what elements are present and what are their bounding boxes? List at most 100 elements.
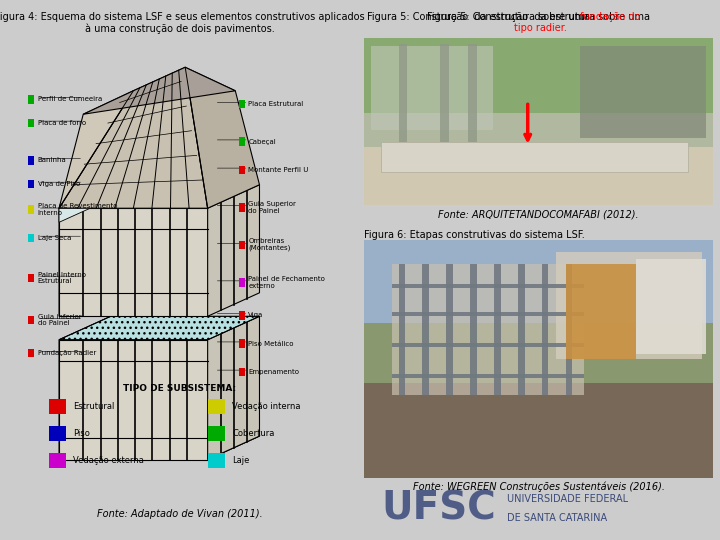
Bar <box>636 259 706 354</box>
Bar <box>239 340 245 348</box>
Bar <box>364 113 713 146</box>
Text: Figura 5: Construção  da estrutura sobre uma: Figura 5: Construção da estrutura sobre … <box>367 12 593 23</box>
Bar <box>49 426 66 441</box>
Bar <box>392 264 584 395</box>
Text: Piso Metálico: Piso Metálico <box>248 341 294 347</box>
Bar <box>469 44 477 141</box>
Text: Placa de Revestimento
Interno: Placa de Revestimento Interno <box>37 204 117 216</box>
Bar <box>364 38 713 122</box>
Bar <box>28 95 34 104</box>
Bar <box>207 426 225 441</box>
Bar <box>371 46 492 130</box>
Text: Placa de forro: Placa de forro <box>37 120 86 126</box>
Text: Figura 5: Construção  da estrutura sobre uma: Figura 5: Construção da estrutura sobre … <box>427 12 653 23</box>
Text: Viga de Piso: Viga de Piso <box>37 181 80 187</box>
Text: Montante Perfil U: Montante Perfil U <box>248 167 309 173</box>
Text: DE SANTA CATARINA: DE SANTA CATARINA <box>507 514 607 523</box>
Bar <box>542 264 549 395</box>
Bar <box>28 316 34 325</box>
Text: Painel Interno
Estrutural: Painel Interno Estrutural <box>37 272 86 284</box>
Bar <box>28 156 34 165</box>
Bar <box>239 137 245 146</box>
Text: fundação do: fundação do <box>580 12 640 23</box>
Text: tipo radier.: tipo radier. <box>513 23 567 33</box>
Bar <box>28 274 34 282</box>
Bar <box>392 343 584 347</box>
Bar <box>364 323 713 383</box>
Polygon shape <box>59 185 111 316</box>
Bar <box>446 264 453 395</box>
Bar <box>392 284 584 288</box>
Bar <box>28 180 34 188</box>
Bar <box>364 335 713 478</box>
Polygon shape <box>59 340 207 460</box>
Text: Fundação Radier: Fundação Radier <box>37 350 96 356</box>
Polygon shape <box>59 208 207 316</box>
Text: Guia Superior
do Painel: Guia Superior do Painel <box>248 201 297 214</box>
Text: Viga: Viga <box>248 313 264 319</box>
Bar <box>556 252 702 359</box>
Bar <box>239 368 245 376</box>
Bar <box>28 234 34 242</box>
Bar <box>207 454 225 468</box>
Text: Cabeçal: Cabeçal <box>248 139 276 145</box>
Bar <box>399 44 408 141</box>
Bar <box>239 100 245 108</box>
Text: UFSC: UFSC <box>382 490 496 528</box>
Bar <box>381 141 688 172</box>
Bar <box>470 264 477 395</box>
Bar <box>364 122 713 205</box>
Text: Laje: Laje <box>233 456 250 465</box>
Bar <box>207 399 225 414</box>
Polygon shape <box>59 436 259 460</box>
Bar <box>49 399 66 414</box>
Bar <box>518 264 525 395</box>
Text: Vedação interna: Vedação interna <box>233 402 301 411</box>
Bar <box>239 278 245 287</box>
Polygon shape <box>59 316 259 340</box>
Bar <box>566 264 636 359</box>
Text: Fonte: WEGREEN Construções Sustentáveis (2016).: Fonte: WEGREEN Construções Sustentáveis … <box>413 482 665 492</box>
Text: Empenamento: Empenamento <box>248 369 300 375</box>
Text: Perfil de Cumeeira: Perfil de Cumeeira <box>37 96 102 102</box>
Polygon shape <box>207 316 259 460</box>
Bar <box>49 454 66 468</box>
Text: Vedação externa: Vedação externa <box>73 456 144 465</box>
Text: Guia inferior
do Painel: Guia inferior do Painel <box>37 314 81 326</box>
Text: Estrutural: Estrutural <box>73 402 114 411</box>
Polygon shape <box>59 185 111 222</box>
Text: Laje Seca: Laje Seca <box>37 235 71 241</box>
Bar <box>28 349 34 357</box>
Polygon shape <box>84 68 235 114</box>
Text: Figura 4: Esquema do sistema LSF e seus elementos construtivos aplicados: Figura 4: Esquema do sistema LSF e seus … <box>0 12 365 23</box>
Polygon shape <box>59 316 111 460</box>
Polygon shape <box>59 91 133 208</box>
Text: Piso: Piso <box>73 429 90 438</box>
Bar <box>392 312 584 316</box>
Bar <box>364 240 713 335</box>
Text: Placa Estrutural: Placa Estrutural <box>248 101 304 107</box>
Bar <box>239 311 245 320</box>
Text: Figura 6: Etapas construtivas do sistema LSF.: Figura 6: Etapas construtivas do sistema… <box>364 230 585 240</box>
Bar <box>28 206 34 214</box>
Bar <box>423 264 428 395</box>
Text: Baninha: Baninha <box>37 157 66 164</box>
Text: Painel de Fechamento
externo: Painel de Fechamento externo <box>248 276 325 289</box>
Bar <box>239 203 245 212</box>
Bar <box>28 119 34 127</box>
Polygon shape <box>59 68 207 208</box>
Bar <box>441 44 449 141</box>
Text: TIPO DE SUBSISTEMA:: TIPO DE SUBSISTEMA: <box>123 384 237 394</box>
Polygon shape <box>207 185 259 316</box>
Bar <box>392 374 584 378</box>
Bar <box>566 264 572 395</box>
Text: Ombreiras
(Montantes): Ombreiras (Montantes) <box>248 239 291 252</box>
Bar <box>399 264 405 395</box>
Bar <box>580 46 706 138</box>
Text: Cobertura: Cobertura <box>233 429 274 438</box>
Bar <box>239 241 245 249</box>
Polygon shape <box>185 68 259 208</box>
Text: à uma construção de dois pavimentos.: à uma construção de dois pavimentos. <box>85 23 275 33</box>
Text: Fonte: ARQUITETANDOCOMAFABI (2012).: Fonte: ARQUITETANDOCOMAFABI (2012). <box>438 210 639 220</box>
Bar <box>495 264 500 395</box>
